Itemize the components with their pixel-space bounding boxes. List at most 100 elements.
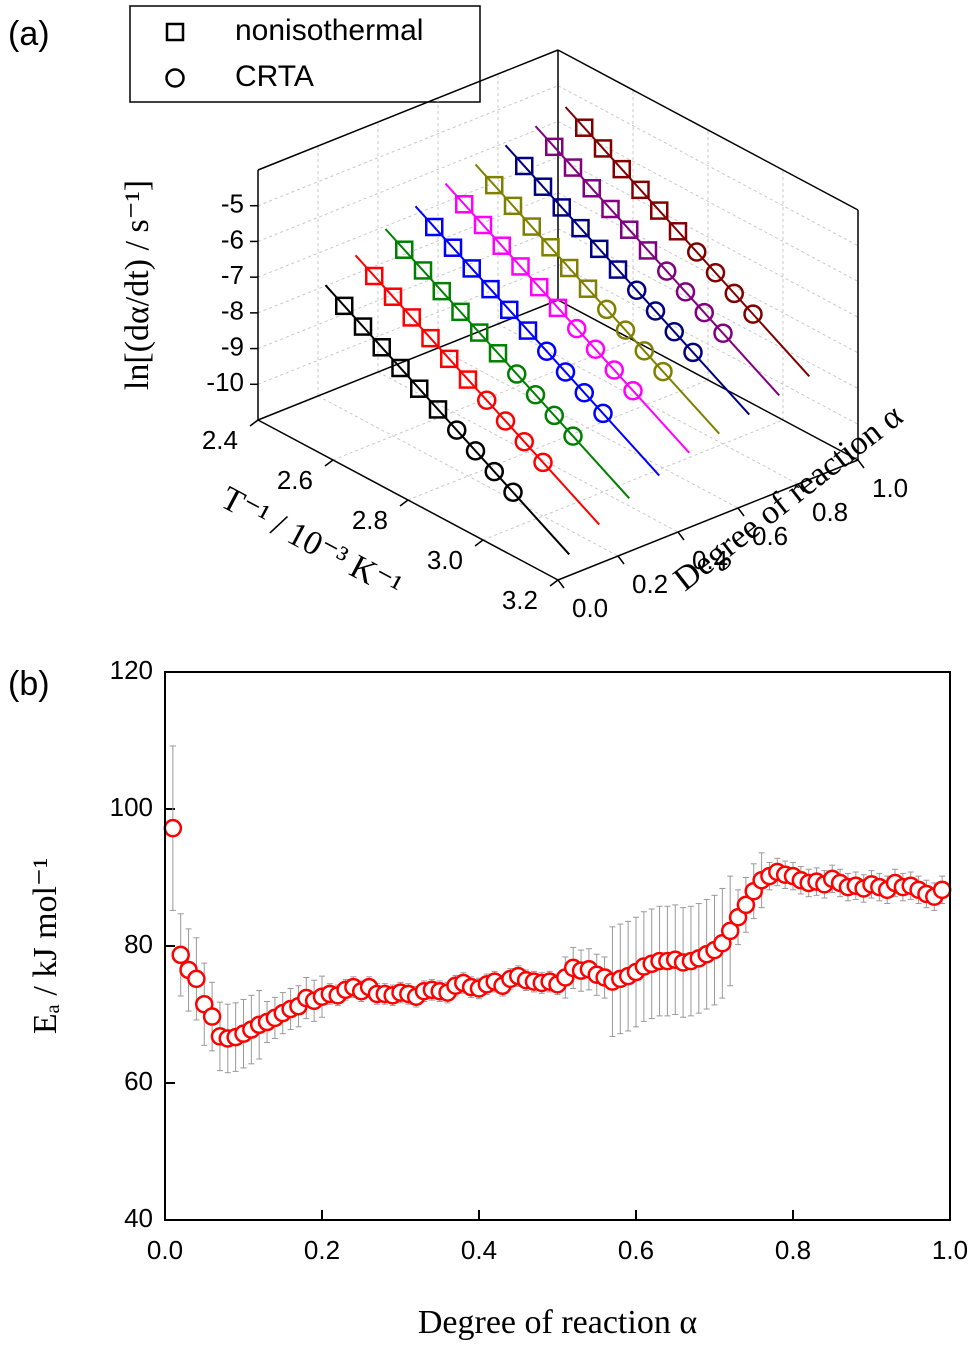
marker-circle bbox=[687, 242, 707, 262]
grid-line bbox=[257, 85, 559, 207]
data-point bbox=[932, 880, 952, 900]
marker-circle bbox=[623, 380, 643, 401]
marker-square bbox=[481, 279, 500, 299]
marker-circle bbox=[705, 262, 726, 283]
marker-square bbox=[395, 240, 414, 259]
panel-label: (a) bbox=[8, 15, 50, 53]
fit-line bbox=[564, 106, 810, 377]
marker-circle bbox=[533, 452, 553, 473]
data-point bbox=[163, 818, 183, 838]
z-tick-label: -9 bbox=[221, 331, 244, 361]
marker-square bbox=[545, 137, 564, 157]
marker-square bbox=[571, 218, 590, 238]
marker-circle bbox=[507, 364, 527, 384]
marker-square bbox=[612, 159, 631, 179]
marker-square bbox=[530, 277, 549, 297]
axis-line bbox=[257, 49, 559, 171]
marker-square bbox=[575, 118, 594, 137]
marker-square bbox=[668, 222, 688, 241]
y-tick-label: 40 bbox=[124, 1203, 153, 1233]
y-tick-label: 1.0 bbox=[872, 473, 908, 503]
marker-circle bbox=[683, 342, 703, 363]
y-tick-label: 100 bbox=[110, 792, 153, 822]
tick bbox=[557, 579, 565, 589]
x-tick-label: 0.0 bbox=[147, 1235, 183, 1265]
marker-circle bbox=[567, 318, 587, 339]
marker-square bbox=[511, 257, 530, 276]
marker-square bbox=[165, 22, 185, 42]
z-tick-label: -7 bbox=[221, 260, 244, 290]
data-point bbox=[720, 921, 740, 941]
tick bbox=[677, 531, 685, 541]
x-tick-label: 2.8 bbox=[352, 505, 388, 535]
marker-circle bbox=[634, 341, 654, 361]
marker-square bbox=[391, 358, 410, 378]
z-tick-label: -10 bbox=[206, 367, 244, 397]
marker-square bbox=[432, 281, 451, 301]
marker-circle bbox=[653, 361, 673, 382]
marker-circle bbox=[694, 302, 714, 323]
marker-square bbox=[455, 195, 474, 214]
marker-square bbox=[582, 179, 601, 198]
marker-square bbox=[563, 158, 583, 177]
marker-circle bbox=[675, 282, 696, 302]
tick bbox=[324, 459, 334, 467]
marker-square bbox=[421, 328, 440, 348]
grid-line bbox=[557, 263, 859, 425]
marker-square bbox=[593, 139, 613, 158]
x-axis-title: T⁻¹ / 10⁻³ K⁻¹ bbox=[215, 480, 408, 606]
tick bbox=[617, 555, 625, 565]
marker-square bbox=[485, 175, 504, 195]
z-tick-label: -8 bbox=[221, 296, 244, 326]
marker-square bbox=[428, 400, 448, 419]
marker-circle bbox=[713, 323, 733, 344]
tick bbox=[737, 507, 745, 517]
x-tick-label: 1.0 bbox=[932, 1235, 968, 1265]
marker-circle bbox=[537, 341, 557, 362]
marker-square bbox=[541, 238, 560, 257]
marker-circle bbox=[525, 384, 546, 405]
tick bbox=[249, 419, 259, 427]
marker-circle bbox=[495, 411, 516, 431]
marker-circle bbox=[604, 360, 624, 380]
marker-square bbox=[410, 379, 429, 398]
grid-line bbox=[407, 379, 709, 501]
marker-square bbox=[518, 321, 538, 340]
marker-square bbox=[470, 323, 489, 342]
marker-square bbox=[608, 260, 628, 279]
grid-line bbox=[557, 85, 859, 247]
grid-line bbox=[437, 347, 739, 509]
marker-square bbox=[590, 239, 609, 259]
marker-square bbox=[440, 349, 459, 369]
marker-circle bbox=[593, 403, 613, 424]
y-tick-label: 60 bbox=[124, 1066, 153, 1096]
marker-circle bbox=[484, 461, 504, 482]
marker-circle bbox=[514, 431, 534, 452]
marker-circle bbox=[555, 362, 576, 382]
legend-label: CRTA bbox=[235, 60, 314, 93]
tick bbox=[857, 459, 865, 469]
tick bbox=[399, 499, 409, 507]
fit-line bbox=[324, 284, 570, 556]
grid-line bbox=[497, 323, 799, 485]
marker-square bbox=[458, 370, 478, 389]
marker-square bbox=[488, 344, 508, 363]
y-tick-label: 0.0 bbox=[572, 593, 608, 623]
x-tick-label: 0.6 bbox=[618, 1235, 654, 1265]
data-point bbox=[736, 895, 756, 915]
marker-circle bbox=[657, 261, 677, 281]
axis-line bbox=[557, 459, 859, 581]
axis-line bbox=[557, 49, 859, 211]
legend-box bbox=[129, 5, 481, 103]
fit-line bbox=[384, 228, 630, 499]
fit-line bbox=[414, 205, 660, 477]
grid-line bbox=[557, 120, 859, 282]
data-point bbox=[202, 1007, 222, 1026]
grid-line bbox=[257, 120, 559, 242]
marker-square bbox=[451, 302, 470, 322]
marker-circle bbox=[645, 301, 666, 321]
marker-circle bbox=[585, 339, 606, 360]
marker-square bbox=[650, 201, 669, 220]
marker-circle bbox=[597, 299, 617, 320]
marker-square bbox=[335, 296, 354, 316]
